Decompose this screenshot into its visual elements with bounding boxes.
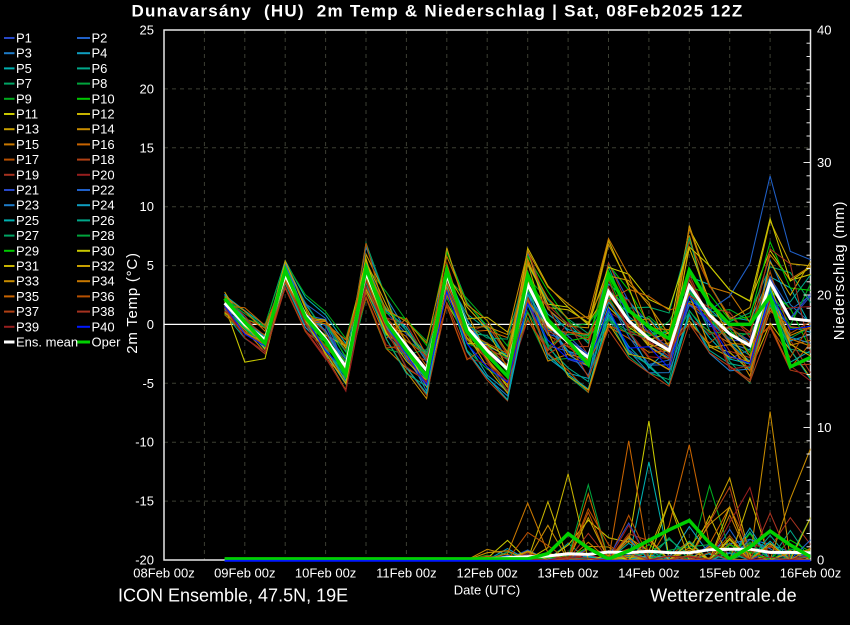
- svg-text:P4: P4: [92, 46, 108, 61]
- svg-text:20: 20: [140, 81, 154, 96]
- svg-text:P39: P39: [16, 319, 39, 334]
- svg-text:-15: -15: [135, 494, 154, 509]
- svg-text:P35: P35: [16, 289, 39, 304]
- svg-text:Ens. mean: Ens. mean: [16, 335, 78, 350]
- svg-text:-20: -20: [135, 553, 154, 568]
- svg-text:P8: P8: [92, 76, 108, 91]
- svg-text:Oper: Oper: [92, 335, 122, 350]
- svg-text:13Feb 00z: 13Feb 00z: [537, 566, 598, 581]
- svg-text:P3: P3: [16, 46, 32, 61]
- svg-text:P38: P38: [92, 304, 115, 319]
- svg-text:P1: P1: [16, 31, 32, 46]
- svg-text:P37: P37: [16, 304, 39, 319]
- svg-text:10: 10: [140, 199, 154, 214]
- svg-text:Dunavarsány (HU) 2m Temp & N: Dunavarsány (HU) 2m Temp & Niederschlag …: [132, 2, 744, 21]
- svg-text:30: 30: [817, 155, 831, 170]
- svg-text:P21: P21: [16, 183, 39, 198]
- svg-text:P27: P27: [16, 228, 39, 243]
- svg-text:14Feb 00z: 14Feb 00z: [618, 566, 679, 581]
- svg-text:10Feb 00z: 10Feb 00z: [295, 566, 356, 581]
- svg-text:10: 10: [817, 420, 831, 435]
- svg-text:P40: P40: [92, 319, 115, 334]
- svg-text:Niederschlag (mm): Niederschlag (mm): [831, 201, 848, 340]
- svg-text:P34: P34: [92, 274, 115, 289]
- svg-text:40: 40: [817, 23, 831, 38]
- svg-text:P7: P7: [16, 76, 32, 91]
- svg-text:Wetterzentrale.de: Wetterzentrale.de: [650, 586, 797, 606]
- svg-text:P20: P20: [92, 167, 115, 182]
- svg-text:0: 0: [147, 317, 154, 332]
- svg-text:P12: P12: [92, 107, 115, 122]
- svg-text:P26: P26: [92, 213, 115, 228]
- svg-text:15Feb 00z: 15Feb 00z: [699, 566, 760, 581]
- svg-text:15: 15: [140, 140, 154, 155]
- svg-text:0: 0: [817, 553, 824, 568]
- svg-text:12Feb 00z: 12Feb 00z: [456, 566, 517, 581]
- svg-text:P9: P9: [16, 91, 32, 106]
- svg-text:P2: P2: [92, 31, 108, 46]
- svg-text:08Feb 00z: 08Feb 00z: [133, 566, 194, 581]
- svg-text:-5: -5: [142, 376, 154, 391]
- svg-text:P24: P24: [92, 198, 115, 213]
- svg-text:P25: P25: [16, 213, 39, 228]
- svg-text:P30: P30: [92, 243, 115, 258]
- svg-text:P22: P22: [92, 183, 115, 198]
- svg-text:09Feb 00z: 09Feb 00z: [214, 566, 275, 581]
- svg-text:P18: P18: [92, 152, 115, 167]
- svg-text:2m Temp (°C): 2m Temp (°C): [124, 252, 141, 353]
- svg-text:P6: P6: [92, 61, 108, 76]
- svg-text:P32: P32: [92, 259, 115, 274]
- svg-text:P10: P10: [92, 91, 115, 106]
- svg-text:11Feb 00z: 11Feb 00z: [376, 566, 436, 581]
- svg-text:-10: -10: [135, 435, 154, 450]
- svg-text:ICON Ensemble, 47.5N, 19E: ICON Ensemble, 47.5N, 19E: [118, 586, 348, 606]
- svg-text:P28: P28: [92, 228, 115, 243]
- svg-text:P29: P29: [16, 243, 39, 258]
- svg-text:P19: P19: [16, 167, 39, 182]
- svg-text:20: 20: [817, 288, 831, 303]
- svg-text:P31: P31: [16, 259, 39, 274]
- svg-text:P23: P23: [16, 198, 39, 213]
- svg-text:Date (UTC): Date (UTC): [454, 583, 520, 598]
- svg-text:16Feb 00z: 16Feb 00z: [780, 566, 841, 581]
- svg-text:P36: P36: [92, 289, 115, 304]
- svg-text:P16: P16: [92, 137, 115, 152]
- svg-text:P33: P33: [16, 274, 39, 289]
- svg-text:P5: P5: [16, 61, 32, 76]
- svg-text:25: 25: [140, 23, 154, 38]
- svg-text:P13: P13: [16, 122, 39, 137]
- svg-text:P17: P17: [16, 152, 39, 167]
- svg-text:P11: P11: [16, 107, 38, 122]
- svg-text:P14: P14: [92, 122, 115, 137]
- svg-text:P15: P15: [16, 137, 39, 152]
- svg-text:5: 5: [147, 258, 154, 273]
